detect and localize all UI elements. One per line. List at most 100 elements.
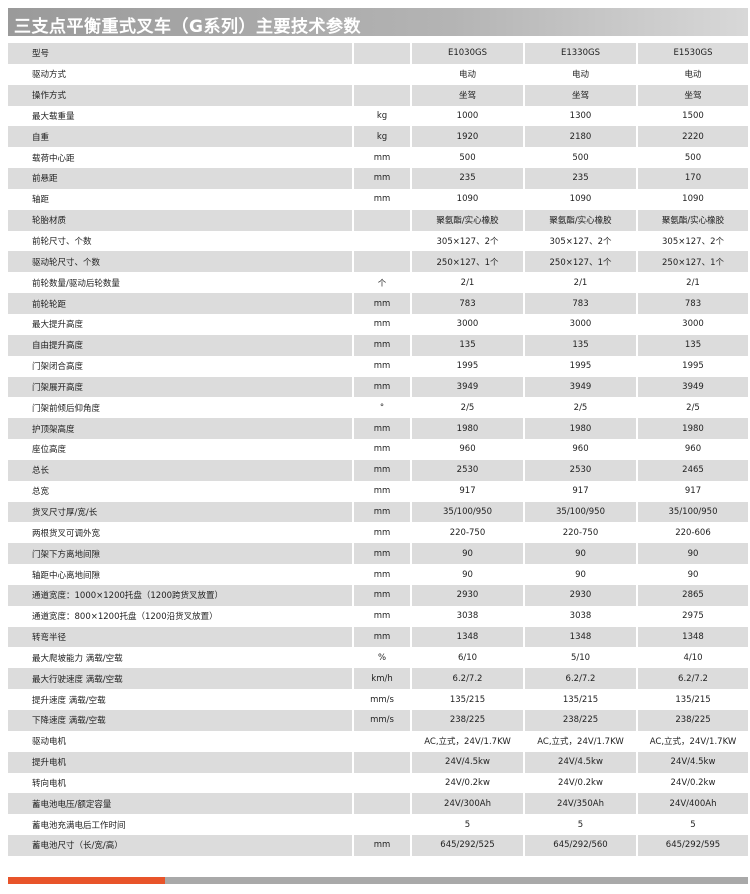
spec-label: 载荷中心距	[32, 153, 75, 164]
spec-value: 235	[525, 168, 636, 189]
spec-value: AC,立式，24V/1.7KW	[649, 737, 737, 748]
spec-label: 前轮轮距	[8, 293, 352, 314]
table-row: 前轮数量/驱动后轮数量 个 2/1 2/1 2/1	[8, 272, 748, 293]
unit-cell: mm	[373, 527, 391, 538]
unit-cell: mm	[354, 543, 410, 565]
unit-cell: mm	[354, 376, 410, 398]
table-row: 自重 kg 1920 2180 2220	[8, 126, 748, 148]
spec-value: 135	[525, 334, 636, 356]
table-row: 蓄电池电压/额定容量 24V/300Ah 24V/350Ah 24V/400Ah	[8, 793, 748, 815]
spec-value: 2/5	[686, 402, 700, 413]
spec-value: 135/215	[562, 694, 599, 705]
spec-value: 917	[459, 486, 476, 497]
spec-value: 2/1	[686, 277, 700, 288]
title-bar: 三支点平衡重式叉车（G系列）主要技术参数	[8, 8, 748, 37]
spec-value: 1980	[412, 418, 523, 440]
spec-value: 90	[575, 569, 586, 580]
spec-label: 最大行驶速度 满载/空载	[8, 668, 352, 690]
unit-cell	[354, 251, 410, 273]
unit-cell: mm	[354, 626, 410, 648]
spec-value: 90	[525, 543, 636, 565]
spec-value: 坐驾	[638, 84, 748, 106]
table-row: 最大爬坡能力 满载/空载% 6/10 5/10 4/10	[8, 647, 748, 668]
spec-value: 5	[577, 819, 584, 830]
spec-value: 24V/4.5kw	[638, 751, 748, 773]
table-row: 门架展开高度 mm 3949 3949 3949	[8, 376, 748, 398]
spec-value: 6.2/7.2	[412, 668, 523, 690]
spec-value: 1995	[456, 361, 479, 372]
spec-value: 135/215	[449, 694, 486, 705]
spec-value: 305×127、2个	[662, 237, 724, 248]
spec-value: 1995	[682, 361, 704, 372]
spec-value: 3949	[412, 376, 523, 398]
spec-value: 645/292/525	[412, 835, 523, 856]
table-row: 蓄电池充满电后工作时间 5 5 5	[8, 814, 748, 835]
spec-value: 1500	[682, 110, 704, 121]
spec-value: 24V/0.2kw	[445, 777, 490, 788]
spec-value: 305×127、2个	[436, 237, 499, 248]
spec-value: 1995	[569, 361, 592, 372]
table-row: 最大载重量 kg 1000 1300 1500	[8, 106, 748, 127]
spec-value: 1300	[569, 110, 592, 121]
spec-value: 500	[684, 152, 702, 163]
unit-cell: mm	[373, 152, 391, 163]
spec-value: 1348	[638, 626, 748, 648]
spec-value: 90	[462, 569, 473, 580]
spec-value: 250×127、1个	[525, 251, 636, 273]
spec-value: 1980	[525, 418, 636, 440]
unit-cell: mm	[373, 361, 391, 372]
spec-label: 提升速度 满载/空载	[32, 695, 106, 706]
table-row: 最大提升高度 mm 3000 3000 3000	[8, 314, 748, 335]
table-row: 两根货叉可调外宽 mm 220-750 220-750 220-606	[8, 522, 748, 543]
spec-value: 电动	[458, 70, 476, 81]
spec-value: 2465	[638, 459, 748, 481]
spec-value: 960	[459, 444, 476, 455]
spec-value: 聚氨酯/实心橡胶	[525, 209, 636, 231]
table-row: 总宽 mm 917 917 917	[8, 481, 748, 502]
unit-cell: %	[377, 652, 387, 663]
spec-value: 917	[684, 486, 702, 497]
unit-cell: mm	[354, 835, 410, 856]
spec-label: 驱动电机	[32, 737, 67, 748]
spec-value: 645/292/560	[525, 835, 636, 856]
spec-label: 提升电机	[8, 751, 352, 773]
table-row: 型号 E1030GS E1330GS E1530GS	[8, 43, 748, 64]
footer-bar	[165, 877, 748, 884]
table-row: 门架闭合高度 mm 1995 1995 1995	[8, 356, 748, 377]
table-row: 通道宽度：800×1200托盘（1200沿货叉放置） mm 3038 3038 2975	[8, 606, 748, 627]
spec-value: 聚氨酯/实心橡胶	[412, 209, 523, 231]
unit-cell	[354, 751, 410, 773]
spec-value: 250×127、1个	[638, 251, 748, 273]
spec-label: 总长	[8, 459, 352, 481]
unit-cell: mm	[354, 418, 410, 440]
spec-value: 3038	[569, 611, 592, 622]
spec-value: 2/1	[573, 277, 588, 288]
spec-value: 2975	[682, 611, 704, 622]
spec-value: 2180	[525, 126, 636, 148]
spec-value: 1090	[682, 194, 704, 205]
spec-value: 5	[464, 819, 471, 830]
unit-cell: mm	[354, 168, 410, 189]
spec-label: 蓄电池电压/额定容量	[8, 793, 352, 815]
table-row: 轴距中心离地间隙 mm 90 90 90	[8, 564, 748, 585]
spec-value: 坐驾	[412, 84, 523, 106]
spec-label: 总宽	[32, 487, 50, 498]
spec-label: 座位高度	[32, 445, 67, 456]
table-row: 门架下方离地间隙 mm 90 90 90	[8, 543, 748, 565]
spec-value: 6/10	[457, 652, 478, 663]
spec-value: 2/1	[460, 277, 475, 288]
spec-value: 6.2/7.2	[638, 668, 748, 690]
spec-value: 24V/4.5kw	[525, 751, 636, 773]
spec-value: 235	[412, 168, 523, 189]
table-row: 下降速度 满载/空载 mm/s 238/225 238/225 238/225	[8, 710, 748, 731]
spec-value: 305×127、2个	[549, 237, 612, 248]
spec-value: 电动	[571, 70, 589, 81]
model-name: E1530GS	[638, 43, 748, 64]
spec-value: 24V/400Ah	[638, 793, 748, 815]
spec-value: 5/10	[570, 652, 591, 663]
spec-value: 5	[690, 819, 696, 830]
unit-cell: mm	[373, 319, 391, 330]
spec-table: 型号 E1030GS E1330GS E1530GS 驱动方式 电动 电动 电动 操作方式 坐驾坐…	[6, 43, 750, 856]
table-row: 护顶架高度 mm 1980 1980 1980	[8, 418, 748, 440]
unit-cell	[354, 43, 410, 64]
